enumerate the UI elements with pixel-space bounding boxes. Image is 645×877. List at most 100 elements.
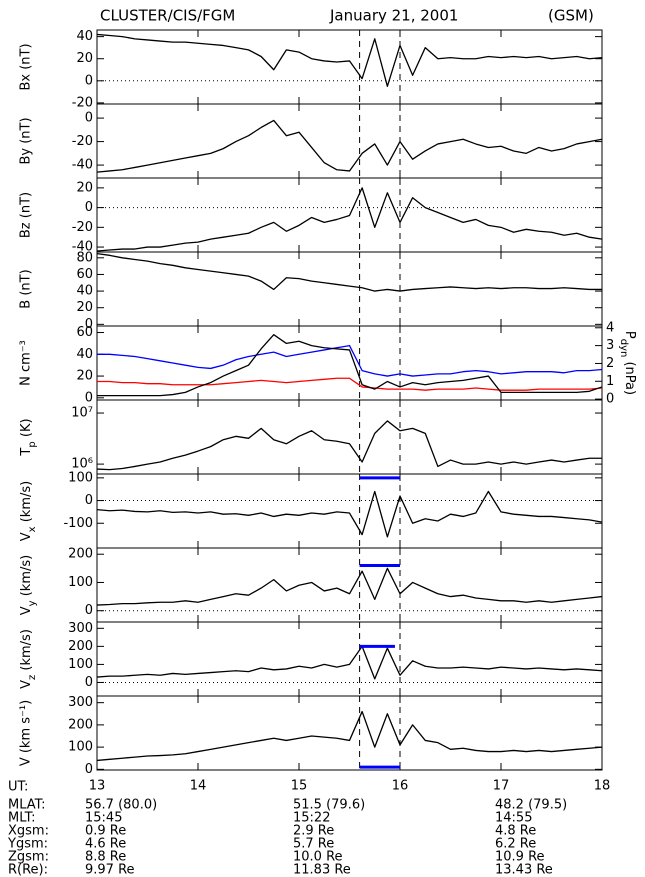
y-tick-label: 0 bbox=[85, 603, 93, 618]
y-tick-label: 40 bbox=[76, 347, 93, 362]
y-tick-label: 80 bbox=[76, 250, 93, 265]
y-tick-label: 200 bbox=[68, 639, 93, 654]
y-axis-label: Vx (km/s) bbox=[19, 481, 38, 541]
y-tick-label: 0 bbox=[85, 111, 93, 126]
y-tick-label: -20 bbox=[72, 95, 93, 110]
y-axis-label-part: V bbox=[19, 680, 34, 689]
y2-tick-label: 0 bbox=[606, 392, 614, 407]
data-line bbox=[97, 377, 603, 391]
data-line bbox=[96, 420, 602, 471]
y-tick-label: 40 bbox=[76, 284, 93, 299]
y-tick-label: 10⁷ bbox=[71, 406, 93, 421]
y-tick-label: 0 bbox=[85, 73, 93, 88]
x-tick-label: 13 bbox=[89, 779, 106, 794]
y-axis-label-part: V bbox=[19, 532, 34, 541]
y-tick-label: 60 bbox=[76, 267, 93, 282]
y2-axis-label: Pdyn (nPa) bbox=[619, 331, 638, 395]
y-axis-label: V (km s⁻¹) bbox=[19, 700, 34, 766]
y-tick-label: 60 bbox=[76, 325, 93, 340]
y-tick-label: 100 bbox=[68, 470, 93, 485]
x-tick-label: 14 bbox=[190, 779, 207, 794]
ephemeris-value: 15:45 bbox=[85, 811, 122, 826]
y-axis-label: Tp (K) bbox=[19, 418, 38, 456]
x-tick-label: 16 bbox=[392, 779, 409, 794]
ephemeris-value: 2.9 Re bbox=[293, 824, 334, 839]
y2-tick-label: 3 bbox=[606, 338, 614, 353]
y-tick-label: 0 bbox=[85, 493, 93, 508]
ephemeris-value: 11.83 Re bbox=[293, 863, 351, 877]
data-line bbox=[97, 344, 603, 377]
y-axis-label-part: (km/s) bbox=[19, 555, 34, 601]
y-axis-label: N cm⁻³ bbox=[19, 340, 34, 386]
y2-axis-label-part: (nPa) bbox=[623, 357, 638, 395]
ephemeris-value: 0.9 Re bbox=[85, 824, 126, 839]
y-tick-label: 100 bbox=[68, 740, 93, 755]
y-axis-label: B (nT) bbox=[19, 269, 34, 308]
y-tick-label: 300 bbox=[68, 695, 93, 710]
y-tick-label: 300 bbox=[68, 621, 93, 636]
y-tick-label: 10⁶ bbox=[71, 457, 93, 472]
ephemeris-value: 10.9 Re bbox=[495, 850, 545, 865]
data-line bbox=[96, 710, 603, 762]
data-line bbox=[96, 33, 603, 87]
y-tick-label: 20 bbox=[76, 369, 93, 384]
y-tick-label: -40 bbox=[72, 158, 93, 173]
y2-axis-label-part: dyn bbox=[619, 339, 630, 358]
ephemeris-value: 13.43 Re bbox=[495, 863, 553, 877]
x-tick-label: 15 bbox=[291, 779, 308, 794]
ephemeris-label: MLAT: bbox=[8, 798, 46, 813]
y-tick-label: 20 bbox=[76, 180, 93, 195]
panel-frame bbox=[96, 695, 603, 771]
y-axis-label-part: T bbox=[19, 448, 34, 457]
y-axis-label-part: (km/s) bbox=[19, 629, 34, 675]
ephemeris-value: 9.97 Re bbox=[85, 863, 135, 877]
y-axis-label-part: x bbox=[27, 526, 38, 532]
ephemeris-label: Ygsm: bbox=[7, 837, 48, 852]
y2-tick-label: 4 bbox=[606, 320, 614, 335]
y-tick-label: 200 bbox=[68, 717, 93, 732]
y-tick-label: 100 bbox=[68, 657, 93, 672]
y-axis-label-part: V bbox=[19, 606, 34, 615]
y-tick-label: 100 bbox=[68, 575, 93, 590]
ephemeris-label: MLT: bbox=[8, 811, 36, 826]
data-line bbox=[96, 567, 603, 606]
data-line bbox=[97, 334, 603, 397]
y-axis-label-part: y bbox=[27, 600, 38, 606]
x-tick-label: 17 bbox=[493, 779, 510, 794]
ephemeris-value: 56.7 (80.0) bbox=[85, 798, 157, 813]
y-axis-label-part: p bbox=[27, 441, 38, 447]
data-line bbox=[96, 490, 603, 538]
ephemeris-value: 6.2 Re bbox=[495, 837, 536, 852]
title: CLUSTER/CIS/FGM bbox=[100, 7, 235, 25]
x-tick-label: 18 bbox=[594, 779, 611, 794]
y-axis-label: By (nT) bbox=[19, 117, 34, 164]
ephemeris-label: R(Re): bbox=[8, 863, 48, 877]
y-tick-label: 20 bbox=[76, 51, 93, 66]
y-tick-label: 0 bbox=[85, 200, 93, 215]
ephemeris-value: 4.8 Re bbox=[495, 824, 536, 839]
data-line bbox=[96, 645, 603, 680]
y-axis-label: Vz (km/s) bbox=[19, 629, 38, 689]
data-line bbox=[96, 253, 602, 292]
y-axis-label-part: z bbox=[27, 675, 38, 680]
y2-tick-label: 2 bbox=[606, 356, 614, 371]
y-tick-label: 0 bbox=[85, 675, 93, 690]
ephemeris-label: Xgsm: bbox=[8, 824, 49, 839]
y-tick-label: -40 bbox=[72, 240, 93, 255]
ephemeris-value: 14:55 bbox=[495, 811, 532, 826]
y2-axis-label-part: P bbox=[623, 331, 638, 339]
data-line bbox=[96, 187, 603, 252]
y-tick-label: -20 bbox=[72, 220, 93, 235]
y2-tick-label: 1 bbox=[606, 374, 614, 389]
ephemeris-value: 8.8 Re bbox=[85, 850, 126, 865]
y-tick-label: 0 bbox=[85, 762, 93, 777]
y-axis-label: Bx (nT) bbox=[19, 43, 34, 90]
ephemeris-value: 48.2 (79.5) bbox=[495, 798, 567, 813]
ephemeris-value: 5.7 Re bbox=[293, 837, 334, 852]
ephemeris-label: Zgsm: bbox=[8, 850, 49, 865]
y-tick-label: 40 bbox=[76, 29, 93, 44]
y-tick-label: 0 bbox=[85, 390, 93, 405]
data-line bbox=[96, 119, 603, 173]
frame: (GSM) bbox=[548, 7, 594, 25]
